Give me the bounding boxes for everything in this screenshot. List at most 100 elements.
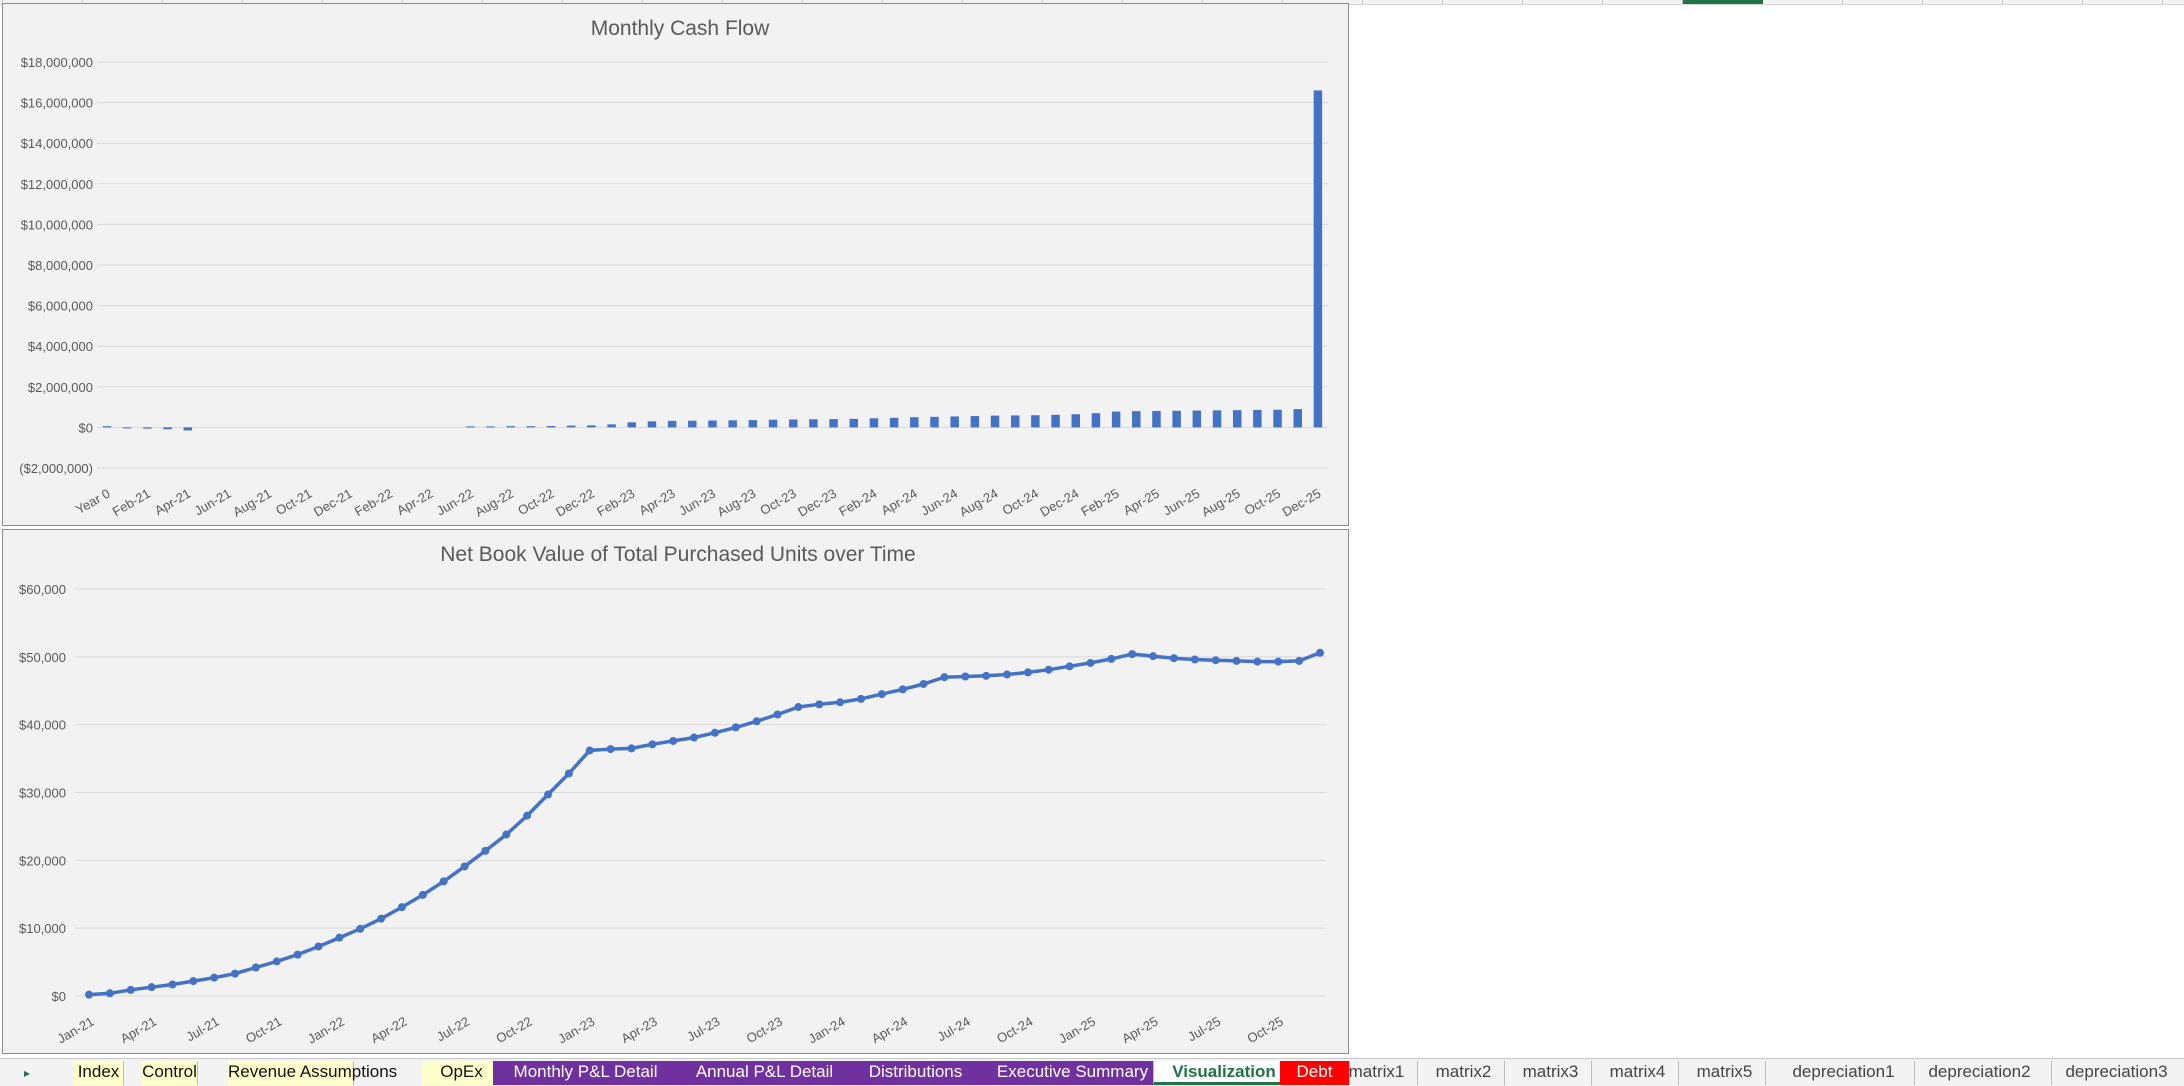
column-header-divider[interactable] xyxy=(242,0,243,4)
chart-title: Net Book Value of Total Purchased Units … xyxy=(440,543,915,566)
bar xyxy=(587,425,596,428)
column-header-divider[interactable] xyxy=(802,0,803,4)
x-tick-label: Oct-22 xyxy=(515,486,556,518)
sheet-tab-visualization[interactable]: Visualization xyxy=(1153,1061,1295,1085)
sheet-tab-matrix5[interactable]: matrix5 xyxy=(1684,1061,1766,1085)
column-header-divider[interactable] xyxy=(82,0,83,4)
column-header-divider[interactable] xyxy=(722,0,723,4)
column-header-divider[interactable] xyxy=(162,0,163,4)
data-point xyxy=(356,924,365,933)
sheet-tab-depreciation3[interactable]: depreciation3 xyxy=(2045,1061,2184,1085)
sheet-tab-matrix4[interactable]: matrix4 xyxy=(1597,1061,1679,1085)
x-tick-label: Apr-22 xyxy=(394,486,435,519)
data-point xyxy=(1023,668,1032,677)
column-header-divider[interactable] xyxy=(1682,0,1683,4)
sheet-tab-distributions[interactable]: Distributions xyxy=(847,1061,985,1085)
x-tick-label: Feb-21 xyxy=(110,486,153,520)
sheet-tab-executive-summary[interactable]: Executive Summary xyxy=(979,1061,1167,1085)
sheet-tab-depreciation2[interactable]: depreciation2 xyxy=(1908,1061,2052,1085)
column-header-divider[interactable] xyxy=(1842,0,1843,4)
monthly-cash-flow-chart[interactable]: Monthly Cash Flow ($2,000,000) $0 $2,000,00… xyxy=(2,3,1349,526)
column-header-divider[interactable] xyxy=(402,0,403,4)
sheet-tab-monthly-p-l-detail[interactable]: Monthly P&L Detail xyxy=(493,1061,679,1085)
x-tick-label: Jul-21 xyxy=(184,1014,222,1045)
bar xyxy=(607,424,616,428)
bar xyxy=(970,416,980,428)
sheet-tab-revenue-assumptions[interactable]: Revenue Assumptions xyxy=(228,1061,397,1085)
triangle-right-icon[interactable]: ▸ xyxy=(23,1066,31,1080)
column-header-divider[interactable] xyxy=(1122,0,1123,4)
x-tick-label: Dec-25 xyxy=(1280,486,1324,520)
bar xyxy=(990,415,1000,428)
bar xyxy=(1010,415,1020,428)
x-tick-label: Jan-25 xyxy=(1056,1014,1098,1047)
x-tick-label: Feb-24 xyxy=(836,486,879,520)
column-header-divider[interactable] xyxy=(1042,0,1043,4)
data-point xyxy=(418,890,427,899)
sheet-tab-depreciation1[interactable]: depreciation1 xyxy=(1773,1061,1915,1085)
net-book-value-chart[interactable]: Net Book Value of Total Purchased Units … xyxy=(2,529,1349,1054)
column-header-divider[interactable] xyxy=(962,0,963,4)
column-header-divider[interactable] xyxy=(1602,0,1603,4)
x-tick-label: Jul-25 xyxy=(1185,1014,1223,1045)
sheet-tab-index[interactable]: Index xyxy=(74,1061,124,1085)
data-point xyxy=(544,790,553,799)
x-tick-label: Dec-24 xyxy=(1037,486,1081,520)
column-header-divider[interactable] xyxy=(2002,0,2003,4)
worksheet-area[interactable]: Monthly Cash Flow ($2,000,000) $0 $2,000,00… xyxy=(0,0,2184,1058)
x-tick-label: Year 0 xyxy=(73,486,113,518)
x-tick-label: Aug-23 xyxy=(715,486,759,520)
data-point xyxy=(731,723,740,732)
x-tick-label: Oct-24 xyxy=(994,1014,1035,1046)
column-header-divider[interactable] xyxy=(482,0,483,4)
data-point xyxy=(231,969,240,978)
x-tick-label: Oct-22 xyxy=(493,1014,534,1046)
sheet-tab-matrix2[interactable]: matrix2 xyxy=(1423,1061,1505,1085)
x-tick-label: Jul-23 xyxy=(684,1014,722,1045)
y-tick-label: $2,000,000 xyxy=(28,380,93,395)
column-header-divider[interactable] xyxy=(642,0,643,4)
x-tick-label: Dec-23 xyxy=(795,486,839,520)
column-header-divider[interactable] xyxy=(882,0,883,4)
sheet-tab-debt[interactable]: Debt xyxy=(1280,1061,1350,1085)
bar xyxy=(526,426,536,428)
data-point xyxy=(1169,654,1178,663)
sheet-tab-opex[interactable]: OpEx xyxy=(422,1061,502,1085)
column-header-divider[interactable] xyxy=(1442,0,1443,4)
column-header-divider[interactable] xyxy=(2082,0,2083,4)
data-point xyxy=(481,846,490,855)
x-tick-label: Apr-24 xyxy=(869,1014,910,1047)
column-header-divider[interactable] xyxy=(322,0,323,4)
sheet-tab-control[interactable]: Control xyxy=(142,1061,198,1085)
data-point xyxy=(585,746,594,755)
sheet-tab-matrix3[interactable]: matrix3 xyxy=(1510,1061,1592,1085)
y-tick-label: $40,000 xyxy=(19,718,66,733)
data-point xyxy=(1274,657,1283,666)
x-tick-label: Aug-22 xyxy=(472,486,516,520)
data-point xyxy=(439,877,448,886)
sheet-tab-matrix1[interactable]: matrix1 xyxy=(1336,1061,1418,1085)
bar xyxy=(930,416,939,428)
column-header-divider[interactable] xyxy=(562,0,563,4)
column-header-divider[interactable] xyxy=(2,0,3,4)
data-point xyxy=(293,950,302,959)
x-tick-label: Jun-25 xyxy=(1160,486,1202,519)
column-header-divider[interactable] xyxy=(1282,0,1283,4)
y-tick-label: $8,000,000 xyxy=(28,258,93,273)
column-header-divider[interactable] xyxy=(1922,0,1923,4)
bar xyxy=(163,427,172,430)
column-header-divider[interactable] xyxy=(2162,0,2163,4)
bar xyxy=(1152,410,1161,428)
data-point xyxy=(335,933,344,942)
x-tick-label: Jun-23 xyxy=(676,486,718,519)
column-header-divider[interactable] xyxy=(1202,0,1203,4)
data-point xyxy=(982,671,991,680)
sheet-tab-annual-p-l-detail[interactable]: Annual P&L Detail xyxy=(673,1061,857,1085)
net-book-value-plot: Net Book Value of Total Purchased Units … xyxy=(19,543,1326,1047)
column-header-divider[interactable] xyxy=(1362,0,1363,4)
column-header-divider[interactable] xyxy=(1522,0,1523,4)
bar xyxy=(183,427,193,431)
x-tick-label: Oct-21 xyxy=(273,486,314,518)
x-tick-label: Jun-22 xyxy=(434,486,476,519)
data-point xyxy=(460,862,469,871)
